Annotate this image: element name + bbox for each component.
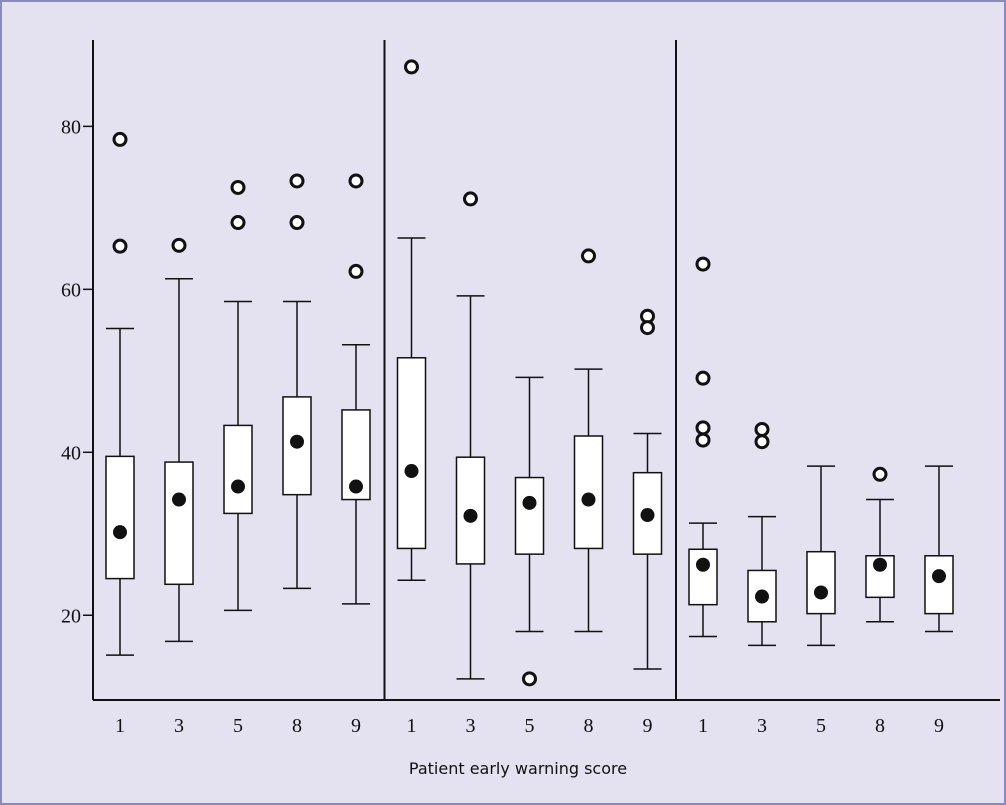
box xyxy=(806,550,836,615)
x-tick-label: 8 xyxy=(292,715,302,737)
x-tick-label: 5 xyxy=(816,715,826,737)
outlier xyxy=(695,432,711,448)
x-tick-label: 8 xyxy=(584,715,594,737)
x-tick-label: 3 xyxy=(757,715,767,737)
box xyxy=(164,461,194,586)
x-tick-label: 3 xyxy=(466,715,476,737)
x-tick-label: 1 xyxy=(407,715,417,737)
x-tick-label: 1 xyxy=(115,715,125,737)
median-dot xyxy=(640,508,655,523)
outlier xyxy=(348,263,364,279)
outlier xyxy=(695,256,711,272)
outlier xyxy=(695,420,711,436)
x-tick-label: 5 xyxy=(525,715,535,737)
y-tick-label: 40 xyxy=(61,442,81,464)
x-tick-label: 5 xyxy=(233,715,243,737)
outlier xyxy=(289,173,305,189)
median-dot xyxy=(932,569,946,584)
outlier xyxy=(754,421,770,437)
median-dot xyxy=(404,464,419,479)
median-dot xyxy=(522,495,537,510)
outlier xyxy=(289,215,305,231)
outlier xyxy=(463,191,478,207)
median-dot xyxy=(814,585,828,600)
median-dot xyxy=(873,557,887,572)
x-tick-label: 9 xyxy=(934,715,944,737)
x-tick-label: 9 xyxy=(643,715,653,737)
x-axis-title: Patient early warning score xyxy=(409,759,627,778)
outlier xyxy=(112,131,128,147)
outlier xyxy=(522,671,537,687)
box xyxy=(223,424,253,515)
x-tick-label: 3 xyxy=(174,715,184,737)
median-dot xyxy=(290,434,304,449)
outlier xyxy=(171,237,187,253)
outlier xyxy=(640,320,655,336)
x-tick-label: 9 xyxy=(351,715,361,737)
outlier xyxy=(230,179,246,195)
outlier xyxy=(112,238,128,254)
median-dot xyxy=(349,479,363,494)
median-dot xyxy=(696,557,710,572)
outlier xyxy=(872,466,888,482)
outlier xyxy=(404,59,419,75)
box xyxy=(688,548,718,606)
box xyxy=(924,555,954,615)
median-dot xyxy=(581,492,596,507)
outlier xyxy=(695,370,711,386)
outlier xyxy=(581,248,596,264)
outlier xyxy=(230,215,246,231)
outlier xyxy=(348,173,364,189)
box xyxy=(396,357,427,550)
box xyxy=(573,435,604,550)
y-tick-label: 60 xyxy=(61,279,81,301)
y-tick-label: 80 xyxy=(61,116,81,138)
median-dot xyxy=(113,525,127,540)
outlier xyxy=(754,434,770,450)
box xyxy=(105,455,135,580)
median-dot xyxy=(172,492,186,507)
box xyxy=(514,476,545,555)
median-dot xyxy=(463,508,478,523)
y-tick-label: 20 xyxy=(61,605,81,627)
x-tick-label: 1 xyxy=(698,715,708,737)
median-dot xyxy=(231,479,245,494)
median-dot xyxy=(755,589,769,604)
x-tick-label: 8 xyxy=(875,715,885,737)
